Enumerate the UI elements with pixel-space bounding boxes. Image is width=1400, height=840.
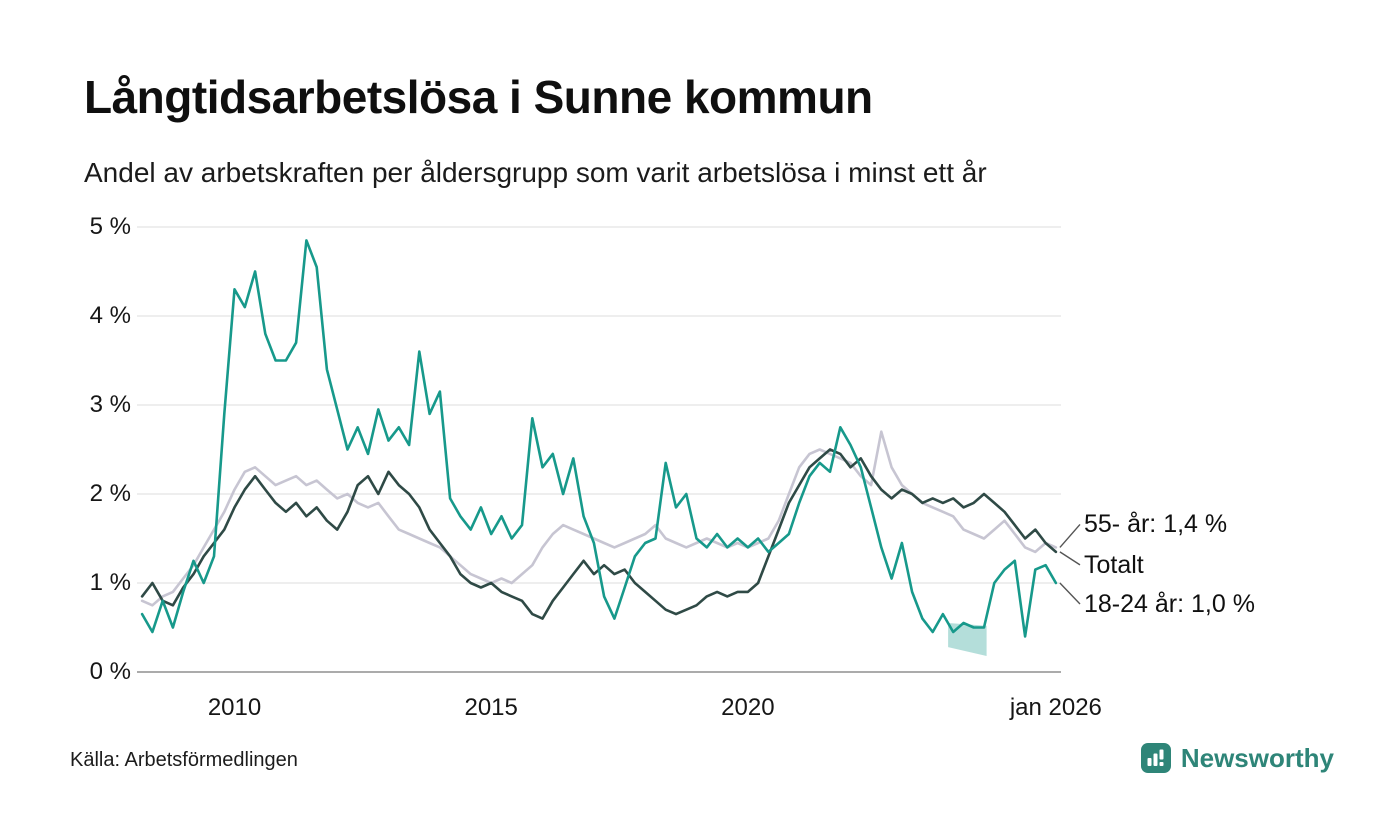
newsworthy-wordmark: Newsworthy xyxy=(1180,742,1334,773)
y-axis-tick-label: 0 % xyxy=(89,658,131,685)
series-end-label-55-ar: 55- år: 1,4 % xyxy=(1084,510,1228,539)
series-end-label-18-24-ar: 18-24 år: 1,0 % xyxy=(1084,590,1255,618)
x-axis-tick-label: jan 2026 xyxy=(1009,694,1102,721)
page-title: Långtidsarbetslösa i Sunne kommun xyxy=(84,71,873,123)
page-subtitle: Andel av arbetskraften per åldersgrupp s… xyxy=(84,157,987,188)
y-axis-tick-label: 3 % xyxy=(89,391,131,418)
newsworthy-icon xyxy=(1140,743,1171,773)
y-axis-tick-label: 4 % xyxy=(89,302,131,329)
x-axis-tick-label: 2010 xyxy=(207,694,262,721)
y-axis-tick-label: 2 % xyxy=(89,480,131,507)
x-axis-tick-label: 2020 xyxy=(721,694,775,721)
x-axis-tick-label: 2015 xyxy=(464,694,518,721)
newsworthy-logo[interactable]: Newsworthy xyxy=(1140,742,1334,774)
series-end-label-totalt: Totalt xyxy=(1084,550,1144,579)
y-axis-tick-label: 5 % xyxy=(89,213,131,240)
source-note: Källa: Arbetsförmedlingen xyxy=(70,749,298,771)
y-axis-tick-label: 1 % xyxy=(89,569,131,596)
